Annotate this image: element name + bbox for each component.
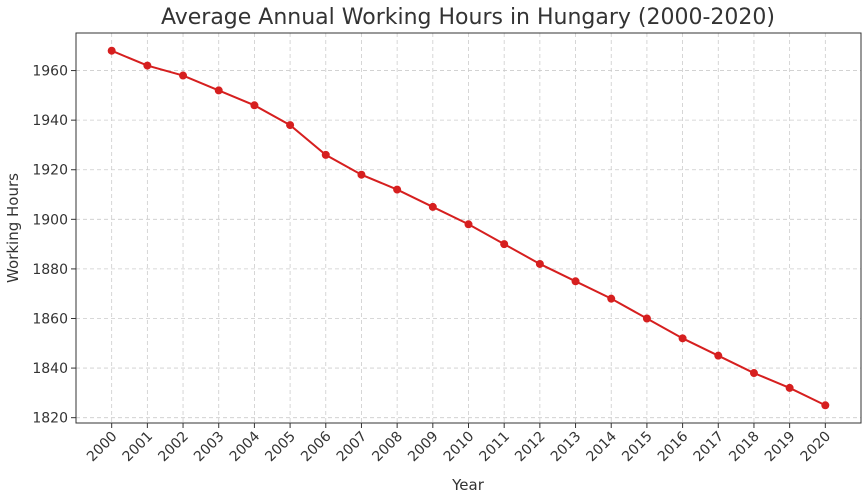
data-point	[642, 314, 651, 323]
x-tick-label: 2013	[548, 429, 585, 466]
data-point	[428, 202, 437, 211]
data-point	[785, 383, 794, 392]
x-tick-label: 2002	[155, 429, 192, 466]
x-tick-label: 2005	[262, 429, 299, 466]
y-tick-label: 1880	[32, 262, 68, 278]
data-point	[500, 240, 509, 249]
data-point	[535, 259, 544, 268]
data-point	[250, 101, 259, 110]
x-tick-label: 2008	[369, 429, 406, 466]
data-point	[179, 71, 188, 80]
data-point	[571, 277, 580, 286]
data-point	[143, 61, 152, 70]
x-tick-label: 2000	[84, 429, 121, 466]
x-tick-label: 2004	[227, 428, 264, 465]
data-point	[107, 46, 116, 55]
x-axis-label: Year	[451, 476, 485, 494]
y-tick-label: 1840	[32, 361, 68, 377]
y-tick-label: 1860	[32, 311, 68, 327]
data-point	[714, 351, 723, 360]
x-tick-label: 2012	[512, 429, 549, 466]
x-tick-label: 2007	[334, 429, 371, 466]
y-tick-label: 1920	[32, 163, 68, 179]
y-tick-label: 1900	[32, 212, 68, 228]
data-point	[214, 86, 223, 95]
data-point	[749, 369, 758, 378]
data-point	[321, 150, 330, 159]
data-point	[286, 121, 295, 130]
x-tick-label: 2006	[298, 428, 335, 465]
x-tick-label: 2017	[691, 429, 728, 466]
data-point	[464, 220, 473, 229]
x-tick-label: 2016	[655, 428, 692, 465]
data-point	[821, 401, 830, 410]
x-tick-label: 2010	[441, 429, 478, 466]
y-tick-label: 1940	[32, 113, 68, 129]
plot-frame	[75, 32, 862, 424]
y-tick-label: 1960	[32, 64, 68, 80]
y-axis-label: Working Hours	[4, 173, 22, 283]
x-tick-label: 2009	[405, 429, 442, 466]
data-point	[678, 334, 687, 343]
x-tick-label: 2011	[476, 429, 513, 466]
chart-title: Average Annual Working Hours in Hungary …	[161, 5, 775, 30]
x-tick-label: 2014	[584, 428, 621, 465]
x-tick-label: 2018	[726, 429, 763, 466]
x-tick-label: 2019	[762, 429, 799, 466]
x-tick-label: 2003	[191, 429, 228, 466]
x-tick-label: 2020	[798, 429, 835, 466]
data-point	[357, 170, 366, 179]
x-tick-label: 2015	[619, 429, 656, 466]
x-tick-label: 2001	[120, 429, 157, 466]
data-point	[607, 294, 616, 303]
data-point	[393, 185, 402, 194]
y-tick-label: 1820	[32, 411, 68, 427]
